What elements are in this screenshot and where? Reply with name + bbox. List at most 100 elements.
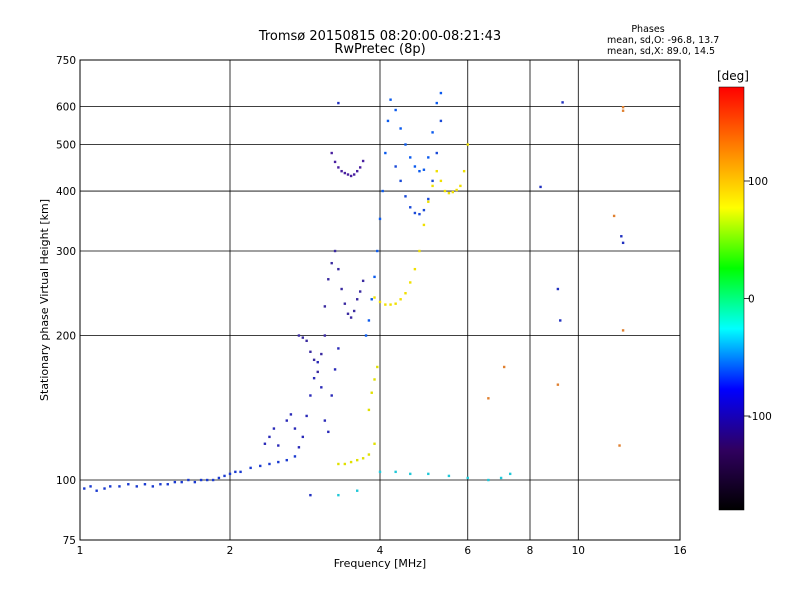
data-point (378, 300, 382, 304)
data-point (330, 151, 333, 155)
data-point (180, 480, 183, 484)
data-point (418, 249, 421, 253)
data-point (297, 334, 301, 337)
data-point (386, 119, 390, 123)
data-point (309, 493, 312, 497)
data-point (427, 472, 430, 476)
data-point (389, 98, 392, 101)
y-tick-label-7: 750 (56, 55, 76, 67)
data-point (285, 419, 288, 422)
data-point (173, 480, 177, 484)
phases-mean-o: mean, sd,O: -96.8, 13.7 (607, 35, 719, 46)
data-point (337, 347, 340, 350)
data-point (435, 169, 438, 173)
data-point (539, 185, 542, 189)
y-tick-label-0: 75 (63, 535, 76, 547)
x-tick-label-6: 16 (673, 545, 687, 557)
data-point (422, 223, 426, 227)
grid-lines (79, 59, 681, 541)
data-point (333, 160, 337, 164)
data-point (327, 430, 330, 434)
colorbar-tick-label-2: -100 (748, 411, 772, 423)
data-point (499, 476, 503, 480)
data-point (443, 189, 447, 193)
data-point (620, 235, 623, 238)
data-point (259, 464, 262, 468)
y-tick-labels: 75 100 200 300 400 500 600 750 (56, 55, 76, 547)
data-point (466, 143, 469, 146)
colorbar-tick-label-0: 100 (748, 176, 768, 188)
data-point (352, 173, 356, 176)
data-point (337, 462, 340, 466)
phases-title: Phases (631, 24, 664, 35)
chart-title: Tromsø 20150815 08:20:00-08:21:43 (258, 29, 501, 44)
data-point (487, 397, 490, 400)
chart-subtitle: RwPretec (8p) (334, 42, 425, 57)
data-point (367, 453, 371, 456)
data-point (337, 101, 340, 105)
data-point (337, 493, 340, 497)
data-point (455, 188, 458, 192)
data-point (337, 166, 340, 169)
data-point (367, 319, 371, 322)
data-point (166, 483, 169, 486)
data-point (376, 365, 379, 369)
data-point (349, 316, 353, 319)
data-point (346, 173, 350, 176)
data-point (559, 319, 562, 322)
data-point (355, 298, 359, 301)
data-point (427, 197, 430, 201)
data-point (621, 106, 625, 109)
data-point (355, 458, 359, 462)
plot-frame (79, 59, 681, 541)
data-point (384, 303, 387, 306)
data-point (394, 302, 397, 305)
data-point (413, 267, 417, 271)
data-point (234, 470, 237, 474)
data-point (211, 478, 215, 482)
data-point (431, 184, 434, 188)
data-point (272, 427, 276, 430)
data-point (459, 184, 462, 188)
data-point (431, 179, 434, 183)
data-point (159, 483, 162, 486)
data-point (143, 483, 147, 486)
data-point (352, 309, 356, 313)
data-point (316, 360, 319, 364)
data-point (439, 91, 443, 95)
data-point (305, 414, 308, 418)
data-point (355, 169, 359, 173)
colorbar-label: [deg] (717, 69, 749, 83)
data-point (373, 275, 376, 279)
data-point (312, 358, 316, 362)
data-point (394, 470, 397, 474)
data-point (394, 108, 397, 112)
data-point (263, 442, 267, 445)
data-point (309, 350, 312, 353)
data-point (409, 206, 412, 209)
data-point (447, 191, 451, 195)
data-point (373, 442, 376, 445)
data-point (361, 457, 365, 460)
data-point (439, 119, 443, 123)
data-point (462, 169, 466, 173)
data-point (427, 200, 430, 203)
y-tick-label-1: 100 (56, 475, 76, 487)
data-point (268, 462, 271, 466)
data-point (333, 249, 337, 253)
data-point (370, 298, 373, 301)
data-point (330, 394, 333, 397)
data-point (340, 169, 343, 173)
data-point (340, 287, 343, 291)
data-point (127, 483, 130, 486)
data-point (404, 292, 407, 295)
x-tick-label-3: 6 (464, 545, 471, 557)
data-point (333, 368, 337, 371)
data-point (422, 208, 426, 212)
data-point (293, 455, 297, 458)
data-point (439, 179, 443, 183)
data-point (358, 290, 362, 293)
data-point (305, 339, 308, 343)
data-point (103, 487, 106, 490)
data-point (343, 462, 347, 466)
